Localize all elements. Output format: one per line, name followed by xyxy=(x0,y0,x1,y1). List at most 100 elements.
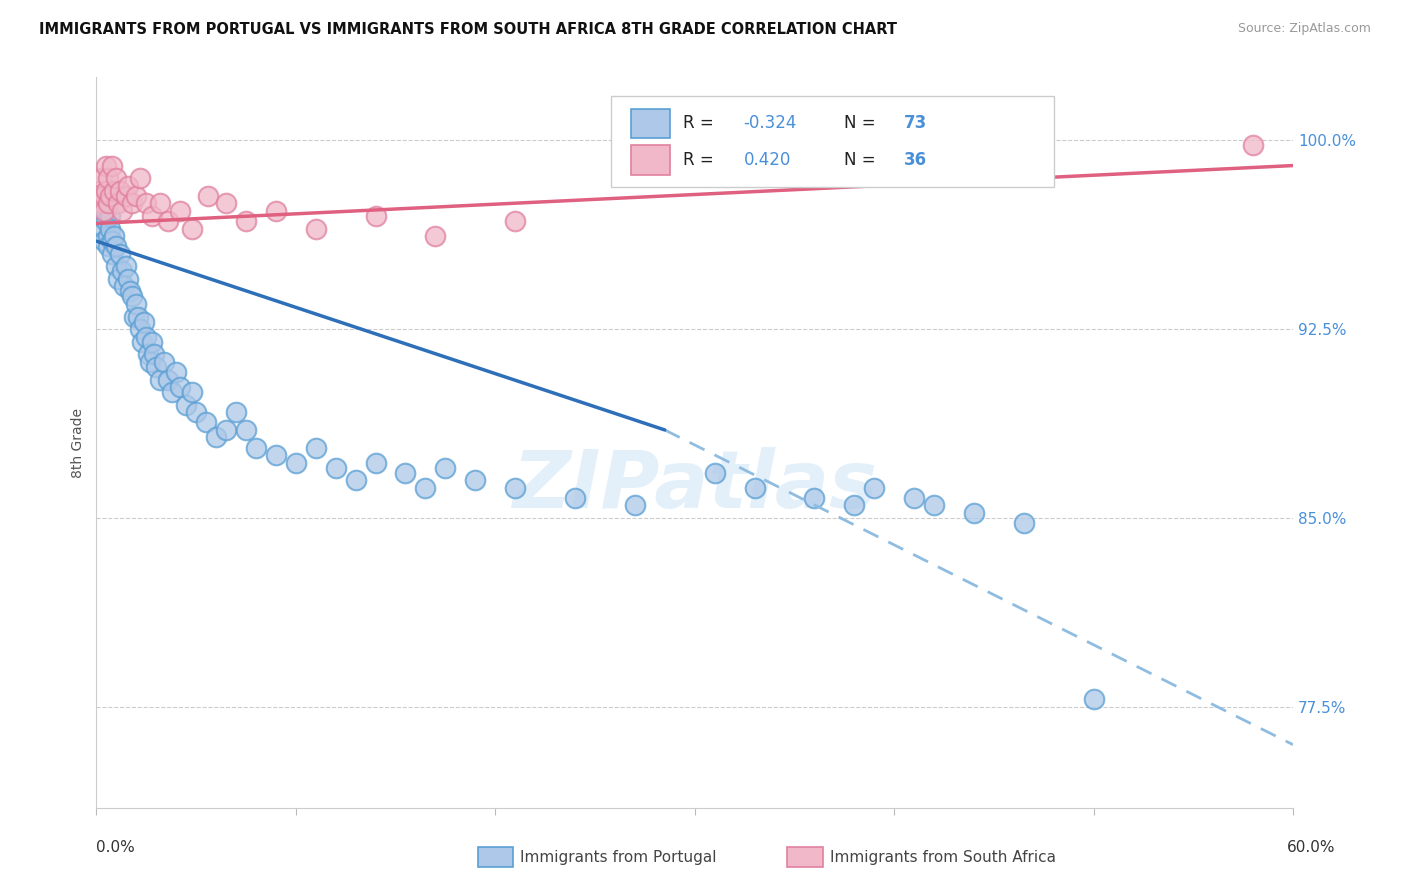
Point xyxy=(215,196,238,211)
Point xyxy=(98,221,121,235)
Point xyxy=(117,178,139,193)
Text: 60.0%: 60.0% xyxy=(1288,840,1336,855)
Point xyxy=(245,441,267,455)
Point xyxy=(305,441,328,455)
Point xyxy=(157,373,180,387)
Point xyxy=(624,499,647,513)
Point xyxy=(121,289,143,303)
Point xyxy=(503,214,526,228)
Point xyxy=(149,373,172,387)
Point xyxy=(117,272,139,286)
Point xyxy=(97,229,120,244)
Point xyxy=(703,466,725,480)
Point xyxy=(105,239,128,253)
Point xyxy=(91,196,114,211)
Point xyxy=(844,499,866,513)
Point xyxy=(103,184,125,198)
Point xyxy=(165,365,187,379)
Point xyxy=(97,239,120,253)
Point xyxy=(1012,516,1035,530)
Point xyxy=(434,460,457,475)
Point xyxy=(963,506,986,520)
Point xyxy=(141,209,163,223)
Point xyxy=(93,234,115,248)
Point xyxy=(110,246,132,260)
Text: IMMIGRANTS FROM PORTUGAL VS IMMIGRANTS FROM SOUTH AFRICA 8TH GRADE CORRELATION C: IMMIGRANTS FROM PORTUGAL VS IMMIGRANTS F… xyxy=(39,22,897,37)
Point xyxy=(415,481,437,495)
Point xyxy=(197,188,219,202)
Point xyxy=(107,196,129,211)
Point xyxy=(125,188,148,202)
Point xyxy=(364,456,387,470)
Point xyxy=(115,260,138,274)
Point xyxy=(169,380,191,394)
Point xyxy=(464,473,486,487)
Point xyxy=(195,416,218,430)
Point xyxy=(96,184,118,198)
Bar xyxy=(631,145,669,175)
Point xyxy=(135,330,157,344)
Text: ZIPatlas: ZIPatlas xyxy=(512,448,877,525)
Point xyxy=(121,196,143,211)
Point xyxy=(153,355,176,369)
Point xyxy=(101,234,124,248)
Text: Immigrants from Portugal: Immigrants from Portugal xyxy=(520,850,717,864)
Point xyxy=(181,385,204,400)
Point xyxy=(89,209,111,223)
Point xyxy=(215,423,238,437)
Point xyxy=(181,221,204,235)
Text: 0.420: 0.420 xyxy=(744,151,792,169)
Point xyxy=(394,466,416,480)
Point xyxy=(174,398,197,412)
Point xyxy=(143,347,166,361)
Point xyxy=(93,188,115,202)
Point xyxy=(89,184,111,198)
Point xyxy=(344,473,367,487)
Point xyxy=(96,159,118,173)
Point xyxy=(103,229,125,244)
Text: N =: N = xyxy=(844,151,882,169)
Point xyxy=(564,491,586,505)
Point xyxy=(149,196,172,211)
Point xyxy=(205,430,228,444)
Point xyxy=(136,347,159,361)
Point xyxy=(101,246,124,260)
Y-axis label: 8th Grade: 8th Grade xyxy=(72,408,86,477)
Point xyxy=(135,196,157,211)
Point xyxy=(98,188,121,202)
Point xyxy=(129,171,152,186)
Text: R =: R = xyxy=(683,151,718,169)
Point xyxy=(91,171,114,186)
Point xyxy=(325,460,347,475)
Point xyxy=(922,499,945,513)
Text: 36: 36 xyxy=(904,151,927,169)
Point xyxy=(112,279,135,293)
Point xyxy=(129,322,152,336)
Point xyxy=(105,171,128,186)
Point xyxy=(98,209,121,223)
Point xyxy=(91,196,114,211)
Point xyxy=(225,405,247,419)
Point xyxy=(284,456,307,470)
Text: R =: R = xyxy=(683,114,718,132)
Point xyxy=(863,481,886,495)
Point xyxy=(115,188,138,202)
Point xyxy=(97,196,120,211)
Point xyxy=(1241,138,1264,153)
Point xyxy=(122,310,145,324)
Point xyxy=(127,310,149,324)
Point xyxy=(139,355,162,369)
Point xyxy=(903,491,925,505)
Point xyxy=(169,203,191,218)
Text: 73: 73 xyxy=(904,114,928,132)
Point xyxy=(184,405,207,419)
Point xyxy=(110,184,132,198)
Point xyxy=(364,209,387,223)
Point xyxy=(107,272,129,286)
Point xyxy=(160,385,183,400)
Point xyxy=(101,159,124,173)
Text: Source: ZipAtlas.com: Source: ZipAtlas.com xyxy=(1237,22,1371,36)
Point xyxy=(235,423,257,437)
Point xyxy=(97,171,120,186)
Point xyxy=(1083,692,1105,706)
